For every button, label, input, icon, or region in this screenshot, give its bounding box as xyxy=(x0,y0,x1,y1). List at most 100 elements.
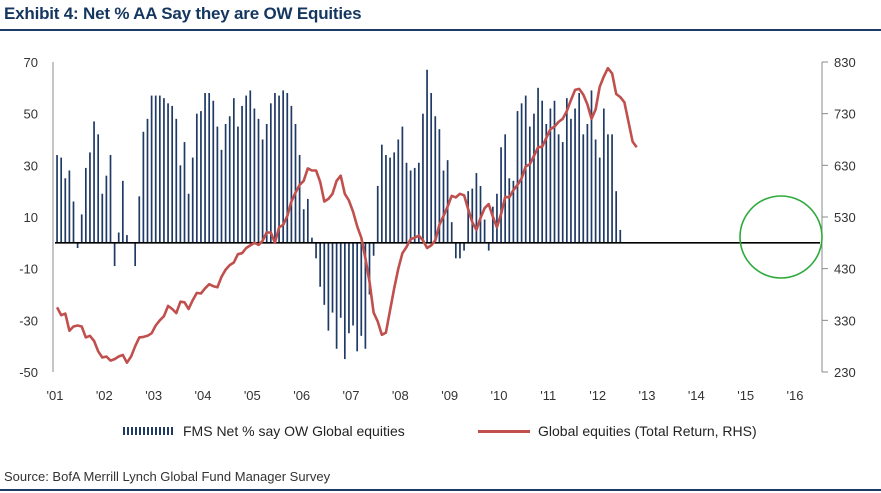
bar xyxy=(290,105,293,243)
bar xyxy=(607,134,609,243)
bar xyxy=(372,242,375,256)
bar xyxy=(479,186,482,243)
bar xyxy=(56,155,58,243)
bar xyxy=(64,178,67,243)
bar xyxy=(533,113,535,243)
bar xyxy=(245,95,248,243)
bar xyxy=(253,108,256,243)
bar xyxy=(553,100,556,243)
bar xyxy=(467,191,470,243)
bar xyxy=(208,93,211,243)
left-tick-label: 70 xyxy=(24,55,38,70)
bar xyxy=(442,170,445,243)
bar xyxy=(158,95,161,243)
bar xyxy=(360,242,363,336)
left-tick-label: -30 xyxy=(19,313,38,328)
right-tick-label: 330 xyxy=(834,313,856,328)
bar xyxy=(434,116,437,243)
left-tick-label: -10 xyxy=(19,262,38,277)
bar xyxy=(191,157,194,243)
bar xyxy=(68,170,71,243)
bar xyxy=(471,188,474,243)
bar xyxy=(183,142,186,243)
bar xyxy=(454,242,457,259)
bar xyxy=(512,180,515,243)
bar xyxy=(142,131,145,243)
bar xyxy=(520,103,523,243)
right-tick-label: 730 xyxy=(834,107,856,122)
bar xyxy=(323,242,326,305)
right-tick-label: 430 xyxy=(834,262,856,277)
bar xyxy=(216,126,219,243)
bar xyxy=(331,242,334,313)
x-tick-label: '13 xyxy=(639,388,656,403)
legend: FMS Net % say OW Global equities Global … xyxy=(0,423,881,445)
left-tick-label: 30 xyxy=(24,158,38,173)
bar xyxy=(327,242,330,331)
bar xyxy=(586,124,589,243)
bar xyxy=(72,201,75,243)
bar xyxy=(84,167,87,243)
left-tick-label: 50 xyxy=(24,107,38,122)
x-tick-label: '03 xyxy=(145,388,162,403)
bar xyxy=(121,180,124,243)
bar xyxy=(241,105,243,243)
bar xyxy=(138,196,141,243)
legend-label-bars: FMS Net % say OW Global equities xyxy=(183,423,405,439)
bar xyxy=(541,100,544,243)
bar xyxy=(611,134,613,243)
bar xyxy=(459,242,461,259)
bar xyxy=(306,198,309,243)
bar xyxy=(93,121,95,243)
bar xyxy=(101,193,104,243)
x-tick-label: '16 xyxy=(787,388,804,403)
bar xyxy=(619,229,622,243)
bar xyxy=(294,124,297,243)
bar xyxy=(376,186,379,243)
bar xyxy=(417,162,420,243)
bar xyxy=(60,157,63,243)
equity-line xyxy=(55,66,638,364)
bar xyxy=(570,118,572,243)
bar xyxy=(578,93,581,243)
bar xyxy=(356,242,359,352)
bar xyxy=(220,149,223,243)
bar xyxy=(500,147,502,243)
right-tick-label: 530 xyxy=(834,210,856,225)
bar xyxy=(228,116,231,243)
x-tick-label: '06 xyxy=(293,388,310,403)
bar xyxy=(286,93,289,243)
bar xyxy=(134,242,137,267)
bar xyxy=(348,242,350,334)
x-tick-label: '08 xyxy=(392,388,409,403)
bar xyxy=(409,170,412,243)
bar xyxy=(319,242,322,287)
legend-label-line: Global equities (Total Return, RHS) xyxy=(538,423,757,439)
bar xyxy=(311,237,313,243)
bar xyxy=(109,155,112,243)
bar xyxy=(368,242,371,295)
bar xyxy=(594,139,597,243)
x-tick-label: '09 xyxy=(441,388,458,403)
bar xyxy=(590,90,593,243)
bar xyxy=(565,98,568,243)
bar xyxy=(282,90,285,243)
x-tick-label: '15 xyxy=(737,388,754,403)
bar xyxy=(171,105,174,243)
x-tick-label: '05 xyxy=(244,388,261,403)
bar xyxy=(302,209,305,243)
bar xyxy=(528,126,531,243)
bar xyxy=(274,93,276,243)
bar xyxy=(187,193,190,243)
bar xyxy=(179,165,182,243)
bar xyxy=(545,124,548,243)
bar xyxy=(438,129,441,243)
bar xyxy=(422,113,424,243)
right-tick-label: 230 xyxy=(834,365,856,380)
legend-swatch-bars xyxy=(123,427,175,435)
bar xyxy=(339,242,342,318)
legend-item-bars: FMS Net % say OW Global equities xyxy=(123,423,405,439)
bar xyxy=(154,95,157,243)
x-axis-ticks: '01 '02 '03 '04 '05 '06 '07 '08 '09 '10 '11 '12 '13 '… xyxy=(47,388,804,403)
